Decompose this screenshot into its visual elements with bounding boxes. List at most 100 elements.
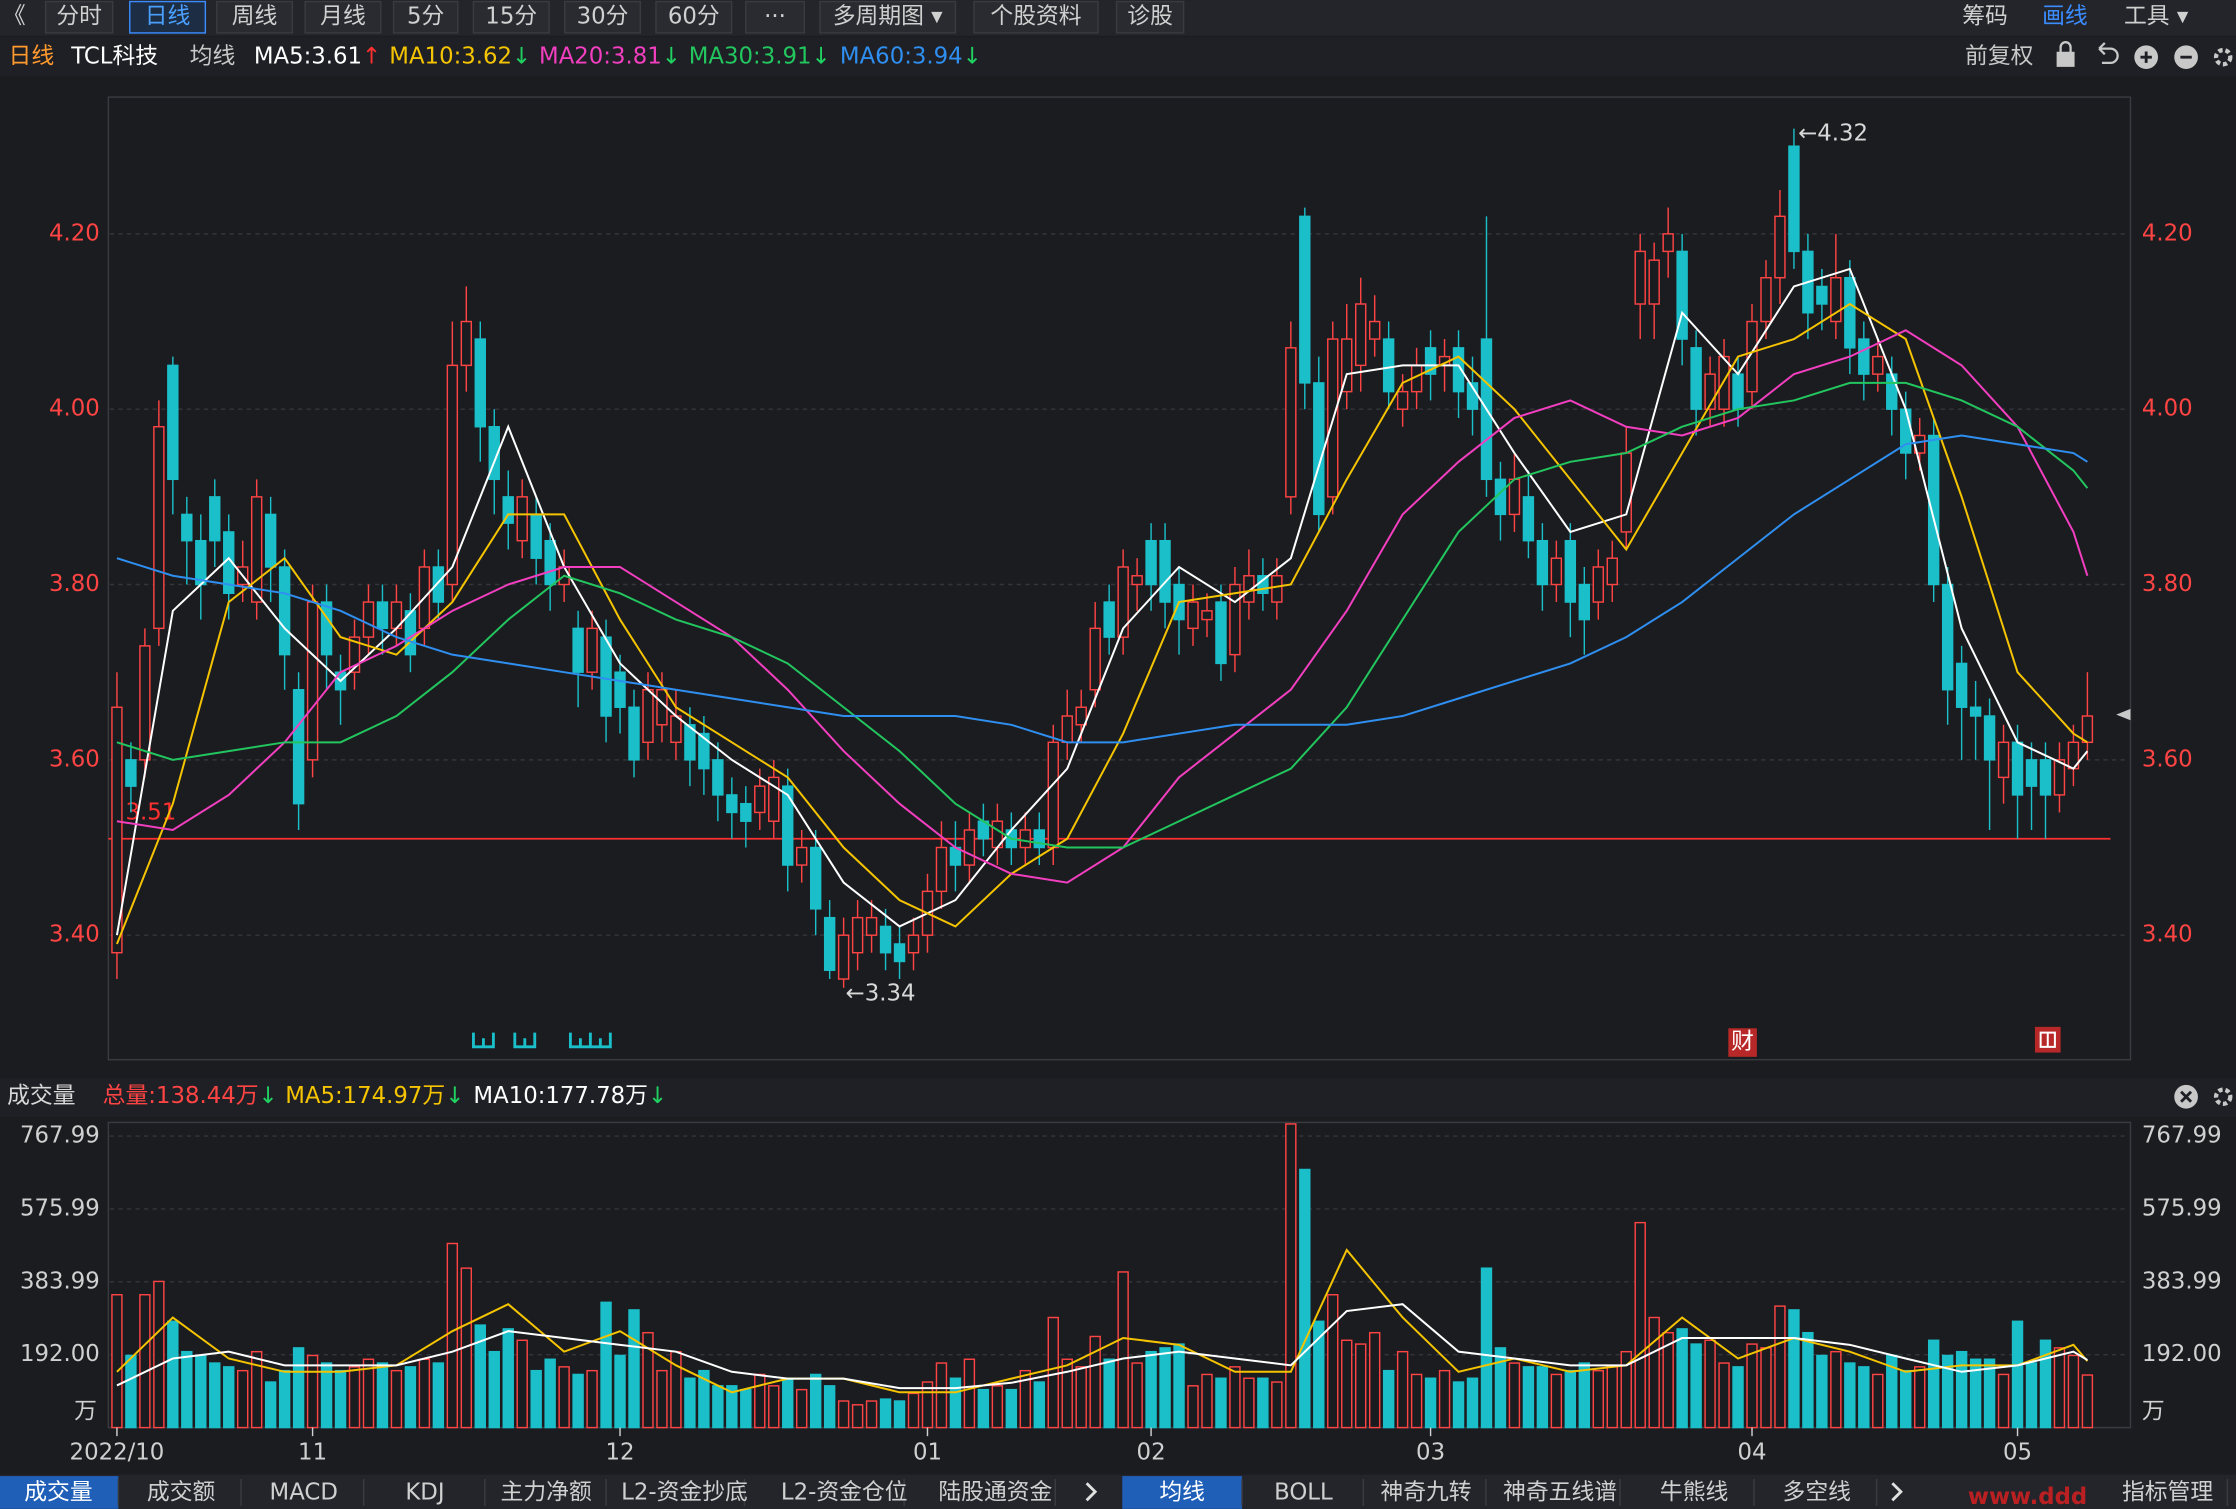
toolbar-label[interactable]: 5分 — [407, 4, 444, 30]
toolbar-label[interactable]: 诊股 — [1127, 4, 1173, 30]
volume-bar — [237, 1369, 249, 1429]
legend-trend: ↓ — [963, 44, 982, 70]
candle-body — [1872, 355, 1884, 375]
volume-bar — [1774, 1305, 1786, 1429]
candle-body — [1592, 566, 1604, 603]
candle-body — [460, 320, 473, 367]
settings-icon[interactable] — [2213, 1087, 2233, 1107]
candle-body — [2081, 715, 2094, 744]
watermark: www.ddd — [1968, 1484, 2087, 1509]
x-tick-label: 02 — [1137, 1440, 1166, 1466]
tab-label[interactable]: 陆股通资金 — [938, 1480, 1052, 1506]
toolbar-label[interactable]: 分时 — [56, 4, 102, 30]
tab-label[interactable]: 成交量 — [24, 1480, 92, 1506]
lock-icon[interactable] — [2056, 51, 2075, 67]
toolbar-label[interactable]: 筹码 — [1962, 4, 2008, 30]
volume-bar — [1131, 1362, 1143, 1429]
volume-bar — [782, 1377, 794, 1429]
toolbar-label[interactable]: 《 — [3, 4, 26, 30]
toolbar-button[interactable] — [304, 0, 382, 34]
tab-label[interactable]: L2-资金抄底 — [621, 1480, 748, 1506]
candle-body — [1187, 601, 1199, 630]
candle-body — [1424, 347, 1437, 375]
volume-bar — [1830, 1350, 1842, 1429]
tab-label[interactable]: BOLL — [1274, 1480, 1333, 1506]
toolbar-button[interactable] — [129, 0, 207, 34]
tab-label[interactable]: 指标管理 — [2122, 1480, 2213, 1506]
candle-body — [1997, 741, 2010, 779]
volume-bar — [334, 1369, 347, 1429]
candle-body — [893, 943, 906, 963]
volume-bar — [1802, 1331, 1814, 1429]
toolbar-label[interactable]: 个股资料 — [990, 4, 1081, 30]
toolbar-button[interactable] — [745, 0, 805, 34]
toolbar-button[interactable] — [392, 0, 459, 34]
candle-body — [278, 566, 291, 656]
volume-bar — [1410, 1373, 1423, 1429]
toolbar-label[interactable]: 月线 — [320, 4, 366, 30]
candle-body — [837, 934, 850, 980]
tab-selected[interactable] — [1122, 1476, 1243, 1509]
tab-label[interactable]: 成交额 — [147, 1480, 216, 1506]
finance-marker-label[interactable]: 财 — [1731, 1029, 1754, 1055]
toolbar-button[interactable] — [472, 0, 550, 34]
toolbar-button[interactable] — [216, 0, 294, 34]
volume-bar — [1201, 1373, 1213, 1429]
candle-body — [600, 636, 612, 717]
toolbar-label[interactable]: 周线 — [232, 4, 278, 30]
volume-bar — [907, 1392, 920, 1429]
volume-bar — [1662, 1331, 1674, 1429]
candle-body — [195, 539, 207, 586]
x-tick-label: 11 — [298, 1440, 327, 1466]
toolbar-label[interactable]: 60分 — [668, 4, 720, 30]
tab-scroll[interactable] — [1085, 1482, 1903, 1502]
toolbar-label[interactable]: 30分 — [577, 4, 629, 30]
tab-label[interactable]: 主力净额 — [501, 1480, 592, 1506]
y-tick-label-right: 3.60 — [2142, 746, 2193, 772]
volume-bar — [488, 1350, 500, 1429]
period-label: 日线 — [9, 44, 55, 70]
tab-label[interactable]: L2-资金仓位 — [781, 1480, 908, 1506]
toolbar-label[interactable]: ··· — [764, 4, 786, 30]
toolbar-button[interactable] — [655, 0, 733, 34]
volume-bar — [139, 1294, 151, 1429]
toolbar-label[interactable]: 画线 — [2042, 4, 2088, 30]
tab-label[interactable]: 神奇九转 — [1380, 1480, 1471, 1506]
tab-label[interactable]: MACD — [270, 1480, 338, 1506]
toolbar-button[interactable] — [819, 0, 957, 34]
tab-label[interactable]: KDJ — [405, 1480, 444, 1506]
toolbar-label[interactable]: 15分 — [485, 4, 537, 30]
toolbar-label[interactable]: 日线 — [145, 4, 191, 30]
toolbar-button[interactable] — [1115, 0, 1185, 34]
finance-marker[interactable] — [1728, 1028, 1757, 1057]
toolbar-button[interactable] — [44, 0, 114, 34]
undo-icon[interactable] — [2098, 42, 2119, 65]
tab-label[interactable]: 牛熊线 — [1660, 1480, 1728, 1506]
candle-body — [1117, 566, 1129, 638]
tab-label[interactable]: 神奇五线谱 — [1503, 1480, 1617, 1506]
volume-bar — [684, 1377, 696, 1429]
candle-body — [432, 566, 445, 603]
tab-label[interactable]: 多空线 — [1783, 1480, 1851, 1506]
volume-bar — [1327, 1294, 1339, 1429]
candle-body — [544, 539, 556, 586]
volume-bar — [1271, 1381, 1283, 1429]
volume-bar — [1145, 1350, 1157, 1429]
toolbar-label[interactable]: 工具 ▾ — [2124, 4, 2189, 30]
volume-bar — [209, 1362, 221, 1429]
tab-selected[interactable] — [0, 1476, 119, 1509]
candle-body — [1927, 434, 1940, 586]
toolbar-button[interactable] — [563, 0, 641, 34]
toolbar-button[interactable] — [973, 0, 1099, 34]
candle-body — [292, 689, 305, 805]
legend-trend: ↓ — [648, 1083, 667, 1109]
tab-label[interactable]: 均线 — [1159, 1480, 1205, 1506]
y-tick-label-right: 192.00 — [2142, 1341, 2222, 1367]
toolbar-label[interactable]: 多周期图 ▾ — [833, 4, 943, 30]
volume-bar — [712, 1385, 724, 1429]
candle-body — [1061, 715, 1073, 744]
candle-body — [1983, 715, 1996, 761]
candle-body — [935, 846, 948, 893]
settings-icon[interactable] — [2213, 47, 2233, 67]
